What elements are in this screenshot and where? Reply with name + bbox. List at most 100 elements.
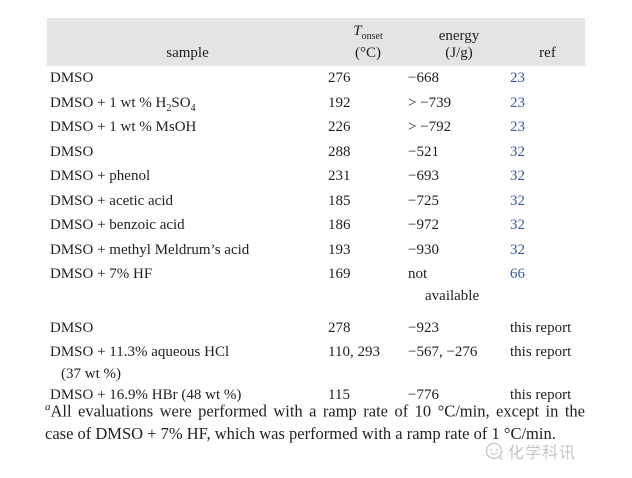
sample-name: DMSO + 11.3% aqueous HCl: [50, 344, 230, 360]
col-header-tonset: Tonset (°C): [328, 18, 408, 66]
table-row: DMSO + 1 wt % MsOH 226 > −792 23: [47, 115, 585, 140]
table-row: DMSO + methyl Meldrum’s acid 193 −930 32: [47, 238, 585, 263]
reference-text: this report: [510, 386, 572, 403]
sample-name: DMSO + phenol: [50, 168, 151, 184]
energy-header-label: energy: [438, 28, 480, 44]
reference-link[interactable]: 32: [510, 241, 525, 258]
reference-text: this report: [510, 319, 572, 336]
sample-cell: DMSO + 11.3% aqueous HCl (37 wt %): [47, 340, 328, 383]
tonset-header-symbol: Tonset: [353, 23, 383, 42]
tonset-cell: 278: [328, 319, 351, 336]
tonset-cell: 288: [328, 143, 351, 160]
sample-name: DMSO: [50, 319, 94, 336]
table-row: DMSO + benzoic acid 186 −972 32: [47, 213, 585, 238]
ref-cell: 32: [510, 238, 585, 263]
energy-cell: > −792: [408, 115, 510, 140]
watermark-text: 化学科讯: [508, 445, 577, 462]
sample-cell: DMSO: [47, 140, 328, 165]
sample-cell: DMSO + 7% HF: [47, 262, 328, 305]
energy-cell: −725: [408, 189, 510, 214]
tonset-cell: 193: [328, 241, 351, 258]
reference-link[interactable]: 23: [510, 119, 525, 135]
reference-link[interactable]: 32: [510, 217, 525, 233]
tonset-cell: 226: [328, 119, 351, 135]
ref-cell: 23: [510, 115, 585, 140]
sample-cell: DMSO: [47, 305, 328, 341]
energy-cell: −923: [408, 305, 510, 341]
sample-name: DMSO + 16.9% HBr (48 wt %): [50, 386, 242, 403]
ref-cell: 23: [510, 91, 585, 116]
energy-value: −521: [408, 143, 439, 160]
reference-link[interactable]: 66: [510, 266, 525, 282]
table-row: DMSO 276 −668 23: [47, 66, 585, 91]
ref-cell: this report: [510, 340, 585, 383]
reference-link[interactable]: 32: [510, 168, 525, 184]
reference-link[interactable]: 23: [510, 94, 525, 111]
table-body: DMSO 276 −668 23 DMSO + 1 wt % H2SO4 192 > −73…: [47, 66, 585, 407]
energy-value: > −739: [408, 94, 452, 111]
energy-value: −923: [408, 319, 439, 336]
energy-value: −693: [408, 168, 439, 184]
reference-link[interactable]: 32: [510, 192, 525, 209]
sample-cell: DMSO + benzoic acid: [47, 213, 328, 238]
energy-cell: not available: [408, 262, 510, 305]
tonset-cell: 231: [328, 168, 351, 184]
footnote-text: All evaluations were performed with a ra…: [45, 401, 585, 444]
sample-name: DMSO + 1 wt % H2SO4: [50, 94, 196, 114]
chat-smiley-icon: [484, 441, 504, 461]
energy-value: > −792: [408, 119, 452, 135]
energy-cell: −972: [408, 213, 510, 238]
tonset-cell: 185: [328, 192, 351, 209]
tonset-cell: 115: [328, 386, 350, 403]
ref-cell: 23: [510, 66, 585, 91]
col-header-sample: sample: [47, 18, 328, 66]
col-header-energy: energy (J/g): [408, 18, 510, 66]
sample-header-label: sample: [166, 45, 209, 61]
sample-cell: DMSO + 1 wt % H2SO4: [47, 91, 328, 116]
table-header-row: sample Tonset (°C) energy (J/g) ref: [47, 18, 585, 66]
ref-cell: 32: [510, 140, 585, 165]
reference-link[interactable]: 23: [510, 70, 525, 86]
tonset-cell: 186: [328, 217, 351, 233]
thermal-data-table: sample Tonset (°C) energy (J/g) ref DMSO…: [47, 18, 585, 407]
energy-value: −725: [408, 192, 439, 209]
table-row: DMSO + acetic acid 185 −725 32: [47, 189, 585, 214]
sample-cell: DMSO + 1 wt % MsOH: [47, 115, 328, 140]
table-row: DMSO 288 −521 32: [47, 140, 585, 165]
ref-cell: 32: [510, 213, 585, 238]
table-row: DMSO 278 −923 this report: [47, 305, 585, 341]
tonset-cell: 169: [328, 266, 351, 282]
energy-cell: −693: [408, 164, 510, 189]
energy-value: −668: [408, 70, 439, 86]
energy-value: not: [408, 266, 428, 282]
sample-name: DMSO + 1 wt % MsOH: [50, 119, 197, 135]
sample-cell: DMSO: [47, 66, 328, 91]
table-row: DMSO + 1 wt % H2SO4 192 > −739 23: [47, 91, 585, 116]
energy-value: −567, −276: [408, 344, 478, 360]
energy-cell: −567, −276: [408, 340, 510, 383]
table-row: DMSO + 11.3% aqueous HCl (37 wt %) 110, 29…: [47, 340, 585, 383]
energy-cell: > −739: [408, 91, 510, 116]
tonset-cell: 110, 293: [328, 344, 380, 360]
tonset-cell: 192: [328, 94, 351, 111]
sample-name: DMSO: [50, 143, 94, 160]
table-footnote: aAll evaluations were performed with a r…: [45, 396, 585, 446]
table-row: DMSO + 7% HF 169 not available 66: [47, 262, 585, 305]
sample-name: DMSO: [50, 70, 94, 86]
footnote-marker: a: [45, 401, 51, 413]
sample-name: DMSO + acetic acid: [50, 192, 174, 209]
sample-name: DMSO + benzoic acid: [50, 217, 185, 233]
energy-value: −776: [408, 386, 439, 403]
sample-cell: DMSO + 16.9% HBr (48 wt %): [47, 383, 328, 408]
reference-link[interactable]: 32: [510, 143, 525, 160]
sample-name: DMSO + methyl Meldrum’s acid: [50, 241, 250, 258]
energy-cell: −930: [408, 238, 510, 263]
energy-cell: −776: [408, 383, 510, 408]
ref-cell: this report: [510, 383, 585, 408]
sample-cell: DMSO + phenol: [47, 164, 328, 189]
energy-cell: −668: [408, 66, 510, 91]
ref-cell: 66: [510, 262, 585, 305]
sample-name-line2: (37 wt %): [61, 365, 121, 382]
sample-name: DMSO + 7% HF: [50, 266, 153, 282]
